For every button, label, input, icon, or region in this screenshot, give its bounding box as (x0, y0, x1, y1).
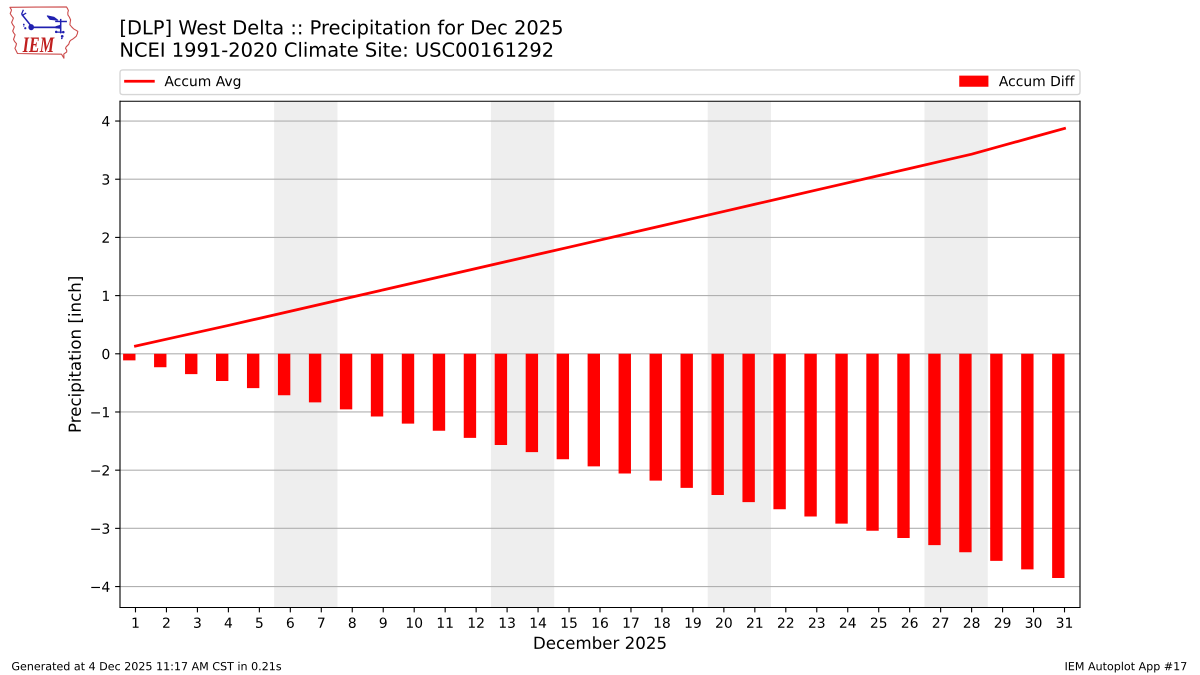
svg-text:IEM: IEM (22, 32, 55, 57)
